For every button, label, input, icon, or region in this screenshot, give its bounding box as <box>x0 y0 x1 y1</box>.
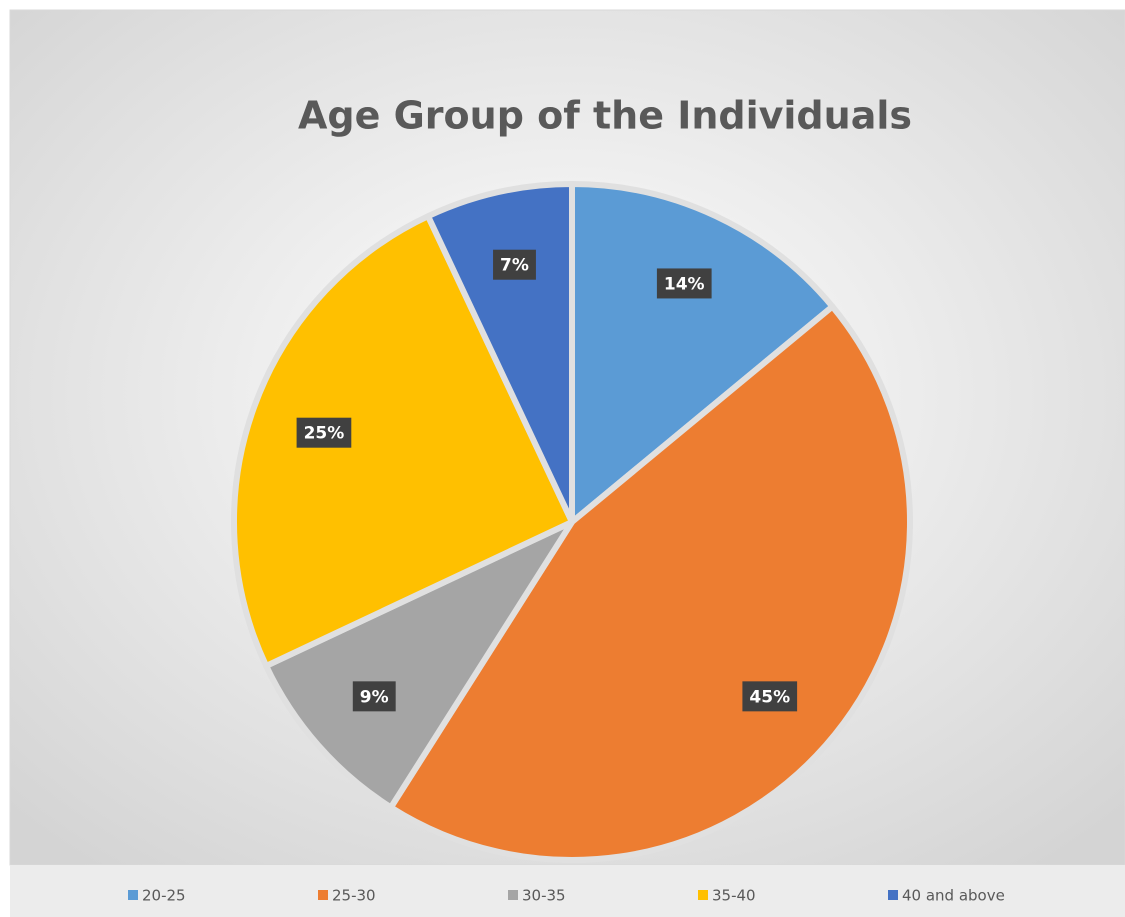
legend-swatch <box>888 890 898 900</box>
chart-title: Age Group of the Individuals <box>298 94 912 138</box>
legend: 20-25 25-30 30-35 35-40 40 and above <box>128 887 1005 905</box>
legend-swatch <box>128 890 138 900</box>
data-label-box <box>352 681 396 712</box>
data-labels: 14% 45% 9% 25% 7% <box>296 249 798 712</box>
legend-label: 30-35 <box>522 887 566 905</box>
legend-label: 20-25 <box>142 887 186 905</box>
pie-slice <box>387 303 913 863</box>
legend-swatch <box>318 890 328 900</box>
data-label: 45% <box>742 681 798 712</box>
data-label-text: 9% <box>360 687 389 707</box>
pie <box>231 181 913 863</box>
data-label-box <box>656 268 712 299</box>
pie-slice <box>263 519 575 811</box>
legend-band <box>10 865 1125 917</box>
pie-slice <box>231 213 575 669</box>
data-label: 9% <box>352 681 396 712</box>
data-label-text: 7% <box>500 256 529 276</box>
data-label-box <box>296 417 352 448</box>
data-label-text: 25% <box>304 424 345 444</box>
data-label-box <box>493 249 536 280</box>
legend-label: 35-40 <box>712 887 756 905</box>
data-label: 25% <box>296 417 352 448</box>
legend-swatch <box>698 890 708 900</box>
legend-label: 25-30 <box>332 887 376 905</box>
data-label-box <box>742 681 798 712</box>
data-label-text: 45% <box>749 687 790 707</box>
legend-label: 40 and above <box>902 887 1005 905</box>
legend-swatch <box>508 890 518 900</box>
pie-slice <box>569 181 836 525</box>
data-label: 7% <box>493 249 536 280</box>
data-label: 14% <box>656 268 712 299</box>
data-label-text: 14% <box>664 274 705 294</box>
pie-slice <box>425 181 575 525</box>
